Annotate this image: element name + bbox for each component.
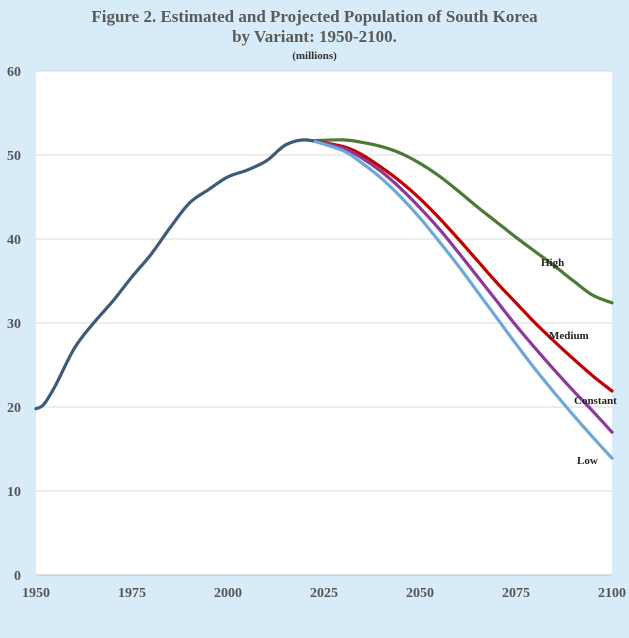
gridlines: [36, 70, 612, 576]
series-line-medium: [310, 139, 614, 393]
series-lines: [34, 138, 614, 460]
y-tick-label-30: 30: [7, 317, 21, 332]
chart-title-line-2: by Variant: 1950-2100.: [232, 27, 397, 46]
y-tick-label-10: 10: [7, 485, 21, 500]
chart-subtitle: (millions): [292, 50, 337, 62]
series-label-low: Low: [577, 455, 598, 467]
series-line-estimates: [34, 138, 315, 411]
x-tick-label-2075: 2075: [502, 586, 530, 601]
y-tick-label-40: 40: [7, 233, 21, 248]
series-line-constant: [310, 139, 614, 434]
x-tick-label-2000: 2000: [214, 586, 242, 601]
y-tick-label-50: 50: [7, 149, 21, 164]
y-tick-label-60: 60: [7, 65, 21, 80]
y-tick-label-0: 0: [14, 569, 21, 584]
y-tick-label-20: 20: [7, 401, 21, 416]
x-tick-label-1975: 1975: [118, 586, 146, 601]
series-labels: High Medium Constant Low: [541, 257, 617, 467]
x-tick-label-1950: 1950: [22, 586, 50, 601]
chart-title-line-1: Figure 2. Estimated and Projected Popula…: [91, 7, 538, 26]
tick-labels: 0 10 20 30 40 50 60 1950 1975 2000 2025 2050 2075 210…: [7, 65, 626, 601]
chart-title: Figure 2. Estimated and Projected Popula…: [0, 7, 629, 47]
x-tick-label-2025: 2025: [310, 586, 338, 601]
x-tick-label-2100: 2100: [598, 586, 626, 601]
series-line-low: [310, 139, 614, 460]
series-label-constant: Constant: [574, 395, 617, 407]
x-tick-label-2050: 2050: [406, 586, 434, 601]
series-label-high: High: [541, 257, 564, 269]
series-line-high: [310, 138, 614, 305]
series-label-medium: Medium: [549, 330, 589, 342]
